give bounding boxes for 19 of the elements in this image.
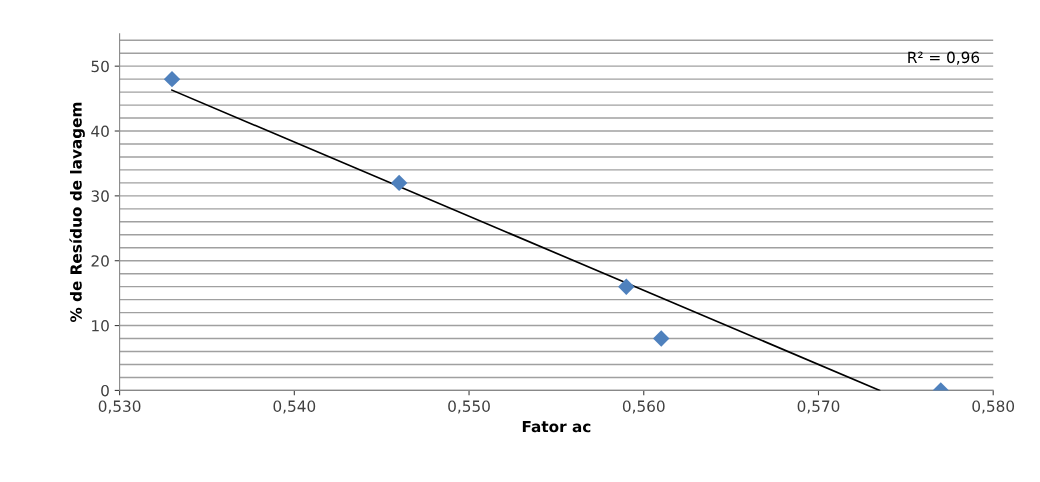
point: [390, 174, 408, 192]
x-tick-label: 0,570: [797, 400, 840, 414]
point: [653, 330, 670, 347]
x-tick-label: 0,530: [98, 400, 141, 414]
x-tick-label: 0,540: [273, 400, 316, 414]
y-axis-title: % de Resíduo de lavagem: [69, 102, 85, 323]
x-tick-label: 0,550: [448, 400, 490, 414]
y-tick-label: 40: [91, 125, 109, 138]
x-tick-label: 0,560: [622, 400, 665, 414]
y-tick-label: 0: [101, 384, 109, 397]
y-tick-label: 30: [91, 190, 109, 202]
y-tick-label: 10: [92, 320, 109, 332]
annotation: R² = 0,96: [908, 51, 980, 65]
y-tick-label: 50: [91, 60, 109, 73]
x-axis-title: Fator ac: [522, 420, 591, 433]
x-tick-label: 0,580: [972, 400, 1015, 414]
point: [163, 70, 181, 88]
y-tick-label: 20: [91, 255, 109, 267]
point: [618, 278, 635, 295]
